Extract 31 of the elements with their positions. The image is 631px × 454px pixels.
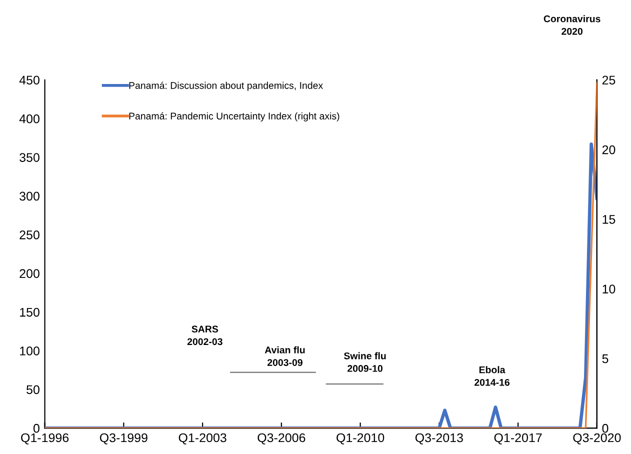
y-tick-label: 350: [20, 153, 40, 162]
x-tick-label: Q3-2020: [573, 433, 621, 444]
y-tick-label: 450: [19, 76, 40, 85]
y2-tick-label: 20: [602, 145, 616, 154]
y2-tick-label: 25: [602, 76, 616, 85]
y2-tick-label: 10: [602, 284, 616, 294]
x-tick-label: Q3-2006: [258, 433, 306, 444]
x-tick-label: Q1-2017: [494, 433, 542, 444]
y-tick-label: 150: [20, 308, 40, 317]
y-tick-label: 300: [20, 192, 40, 201]
y-tick-label: 250: [20, 230, 40, 240]
y2-tick-label: 0: [602, 424, 608, 433]
annotation: SARS 2002-03: [187, 326, 222, 346]
y-tick-label: 200: [20, 269, 40, 278]
y-tick-label: 400: [19, 114, 40, 124]
y2-tick-label: 5: [602, 354, 608, 364]
x-tick-label: Q3-1999: [100, 433, 148, 444]
y2-tick-label: 15: [602, 215, 616, 224]
x-tick-label: Q1-1996: [21, 433, 69, 444]
x-tick-label: Q3-2013: [415, 433, 463, 444]
annotation: Ebola 2014-16: [474, 366, 510, 386]
text: Coronavirus 2020: [544, 15, 600, 35]
annotation: Avian flu 2003-09: [264, 346, 305, 366]
x-tick-label: Q1-2010: [336, 433, 384, 444]
annotation: Swine flu 2009-10: [344, 352, 386, 372]
y-tick-label: 0: [33, 424, 40, 433]
x-tick-label: Q1-2003: [178, 433, 226, 444]
legend-label: Panamá: Pandemic Uncertainty Index (right axis): [129, 112, 340, 122]
y-tick-label: 100: [20, 346, 40, 356]
legend-label: Panamá: Discussion about pandemics, Index: [129, 82, 323, 91]
y-tick-label: 50: [26, 385, 40, 394]
